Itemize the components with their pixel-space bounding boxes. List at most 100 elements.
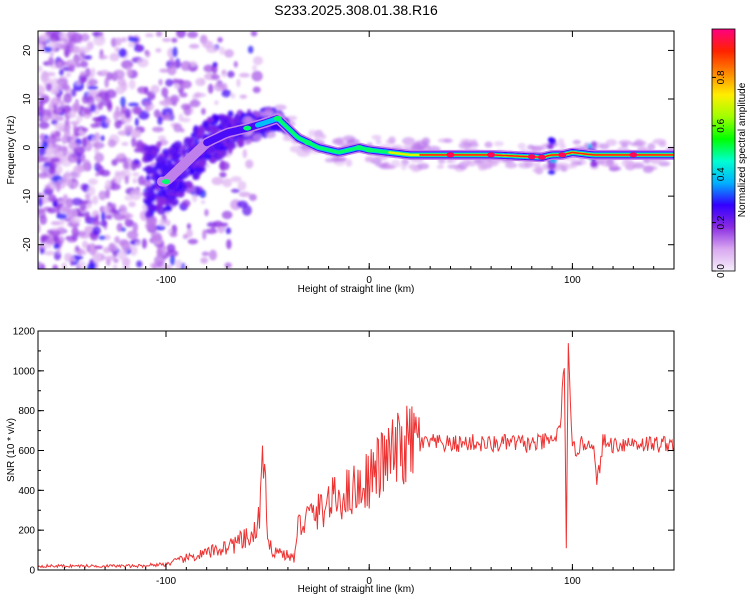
noise-blob (49, 52, 55, 57)
x-tick-label: 0 (366, 576, 372, 587)
noise-blob (126, 230, 139, 240)
halo-blob (484, 141, 493, 148)
noise-blob (52, 264, 59, 269)
y-tick-label: 1200 (13, 327, 36, 338)
y-tick-label: 800 (18, 406, 35, 417)
halo-blob (532, 167, 543, 173)
noise-blob (121, 141, 129, 146)
noise-blob (83, 55, 93, 60)
noise-blob (212, 61, 218, 68)
x-tick-label: 0 (366, 275, 372, 286)
noise-blob (92, 116, 103, 122)
ridge-blob (216, 151, 226, 159)
noise-blob (155, 31, 163, 37)
noise-blob (219, 159, 226, 171)
noise-blob (81, 95, 89, 104)
noise-blob (219, 46, 225, 55)
ridge-blob (178, 180, 183, 189)
noise-blob (67, 153, 79, 163)
noise-blob (46, 147, 54, 158)
noise-blob (165, 79, 174, 87)
noise-blob (250, 31, 258, 37)
snr-ylabel: SNR (10 * v/v) (6, 418, 17, 482)
y-tick-label: 0 (29, 566, 35, 577)
noise-blob (173, 83, 181, 89)
noise-blob (73, 125, 78, 135)
noise-blob (128, 125, 134, 133)
noise-blob (81, 137, 87, 148)
y-tick-label: -10 (22, 188, 33, 203)
ridge-hotspot (365, 147, 374, 153)
noise-blob (176, 31, 186, 39)
noise-blob (70, 32, 83, 44)
ridge-hotspot (558, 152, 567, 158)
noise-blob (211, 74, 220, 81)
snr-frame (37, 330, 675, 571)
ridge-blob (151, 148, 158, 157)
noise-blob (208, 249, 217, 261)
noise-blob (50, 220, 62, 226)
noise-blob (100, 211, 106, 222)
halo-blob (252, 133, 263, 142)
noise-blob (90, 123, 99, 129)
noise-blob (166, 243, 176, 253)
noise-blob (211, 222, 216, 231)
noise-blob (225, 227, 232, 235)
halo-blob (246, 138, 253, 145)
ridge-blob (218, 116, 226, 122)
halo-blob (411, 143, 422, 151)
ridge-blob (146, 203, 157, 212)
noise-blob (205, 228, 218, 234)
noise-blob (95, 96, 102, 103)
noise-blob (88, 78, 98, 86)
ridge-blob (182, 147, 187, 156)
noise-blob (132, 106, 143, 115)
ridge-blob (206, 145, 216, 154)
noise-blob (48, 33, 61, 43)
noise-blob (169, 231, 178, 238)
y-tick-label: 400 (18, 486, 35, 497)
ridge-blob (157, 189, 162, 197)
noise-blob (38, 92, 46, 97)
noise-blob (195, 77, 206, 87)
noise-blob (68, 142, 80, 149)
noise-blob (105, 187, 111, 199)
noise-blob (120, 37, 128, 43)
halo-blob (364, 156, 373, 163)
noise-blob (98, 190, 107, 201)
ridge-blob (155, 203, 161, 213)
halo-blob (333, 156, 347, 162)
noise-blob (84, 106, 92, 115)
noise-blob (67, 177, 73, 188)
spike-blob (590, 141, 598, 148)
noise-blob (39, 247, 45, 255)
halo-blob (384, 164, 394, 169)
noise-blob (251, 70, 263, 82)
noise-blob (152, 126, 164, 133)
noise-blob (159, 219, 166, 227)
halo-blob (458, 141, 472, 150)
noise-blob (78, 46, 91, 54)
noise-blob (127, 41, 136, 48)
noise-blob (245, 159, 254, 169)
noise-blob (93, 141, 105, 149)
noise-blob (101, 69, 109, 75)
noise-blob (43, 46, 53, 53)
ridge-hotspot (446, 152, 455, 158)
halo-blob (286, 115, 298, 121)
ridge-blob (170, 186, 177, 193)
noise-blob (65, 72, 72, 78)
noise-blob (42, 115, 50, 122)
noise-blob (152, 263, 158, 269)
colorbar-label: Normalized spectral amplitude (737, 82, 748, 217)
noise-blob (159, 68, 170, 73)
colorbar-tick-label: 0.2 (716, 215, 727, 229)
noise-blob (202, 40, 214, 49)
noise-blob (221, 222, 229, 227)
noise-blob (71, 45, 81, 54)
y-tick-label: -20 (22, 237, 33, 252)
y-tick-label: 200 (18, 526, 35, 537)
noise-blob (66, 197, 74, 208)
noise-blob (187, 31, 199, 39)
